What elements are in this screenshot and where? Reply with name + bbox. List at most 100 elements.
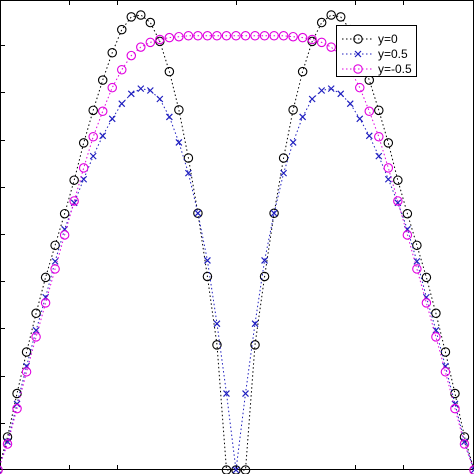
data-point: [32, 326, 40, 334]
data-point: [80, 175, 88, 183]
data-point: [375, 152, 383, 160]
data-point: [164, 66, 175, 77]
data-point: [193, 208, 203, 218]
data-point: [318, 87, 326, 94]
data-point: [183, 153, 194, 163]
legend-item: y=-0.5: [342, 62, 412, 76]
data-point: [278, 31, 289, 41]
data-point: [250, 340, 260, 350]
data-point: [242, 390, 249, 397]
data-point: [223, 390, 230, 397]
data-point: [393, 175, 403, 185]
data-point: [288, 105, 298, 115]
data-point: [431, 308, 441, 319]
data-point: [21, 347, 32, 357]
data-point: [383, 138, 394, 148]
data-point: [117, 24, 127, 35]
data-point: [337, 90, 345, 98]
data-point: [316, 37, 327, 48]
data-point: [413, 257, 421, 265]
data-point: [412, 240, 422, 251]
data-point: [204, 257, 211, 264]
data-point: [194, 209, 202, 217]
data-point: [165, 113, 173, 121]
data-point: [175, 139, 183, 146]
data-point: [384, 175, 392, 183]
data-point: [117, 64, 127, 75]
data-point: [383, 163, 394, 173]
data-point: [232, 466, 240, 474]
data-point: [183, 31, 194, 41]
data-point: [364, 75, 375, 85]
data-point: [127, 90, 135, 98]
data-point: [31, 308, 41, 319]
data-point: [326, 10, 336, 20]
data-point: [174, 105, 184, 115]
chart-series: [0, 10, 474, 474]
data-point: [212, 340, 222, 350]
data-point: [461, 438, 468, 446]
data-point: [221, 31, 232, 41]
data-point: [107, 82, 117, 93]
legend-item: y=0: [342, 32, 398, 46]
data-point: [155, 34, 165, 45]
data-point: [97, 106, 108, 117]
data-point: [259, 31, 270, 41]
data-point: [88, 132, 98, 142]
data-point: [50, 240, 60, 251]
data-point: [470, 466, 474, 474]
data-point: [0, 465, 3, 474]
legend-label: y=0.5: [378, 47, 408, 61]
data-point: [280, 169, 288, 177]
data-point: [21, 367, 32, 377]
data-point: [270, 209, 278, 217]
data-point: [89, 152, 97, 160]
data-point: [297, 32, 308, 43]
data-point: [12, 403, 22, 414]
series-line: [0, 35, 474, 471]
data-point: [402, 208, 413, 219]
legend-marker: [354, 50, 362, 58]
data-point: [78, 138, 89, 148]
legend-label: y=-0.5: [378, 62, 412, 76]
data-point: [421, 298, 432, 308]
series-y=0: [0, 10, 474, 474]
chart-legend: y=0y=0.5y=-0.5: [336, 25, 417, 77]
data-point: [356, 115, 364, 123]
data-point: [2, 439, 13, 449]
data-point: [297, 66, 308, 77]
data-point: [269, 31, 279, 41]
data-point: [299, 113, 307, 121]
data-point: [374, 105, 384, 116]
data-point: [146, 87, 154, 94]
data-point: [51, 257, 59, 265]
legend-label: y=0: [378, 32, 398, 46]
data-point: [289, 139, 297, 146]
data-point: [136, 10, 146, 20]
data-point: [335, 12, 346, 22]
data-point: [202, 31, 213, 41]
data-point: [59, 208, 70, 219]
data-point: [213, 320, 221, 328]
series-y=0.5: [0, 85, 474, 474]
legend-marker: [353, 64, 363, 74]
data-point: [126, 12, 137, 22]
data-point: [259, 271, 270, 282]
data-point: [402, 230, 413, 240]
data-point: [69, 196, 79, 206]
data-point: [459, 439, 470, 449]
data-point: [156, 95, 164, 103]
data-point: [346, 100, 354, 108]
data-point: [393, 196, 403, 206]
data-point: [316, 17, 327, 28]
data-point: [365, 132, 373, 140]
data-point: [221, 465, 232, 474]
legend-marker: [353, 34, 363, 44]
data-point: [126, 50, 137, 61]
data-point: [108, 115, 116, 123]
data-point: [269, 208, 279, 218]
data-point: [97, 75, 108, 85]
series-y=-0.5: [0, 31, 474, 474]
data-point: [78, 163, 89, 173]
data-point: [136, 42, 146, 52]
